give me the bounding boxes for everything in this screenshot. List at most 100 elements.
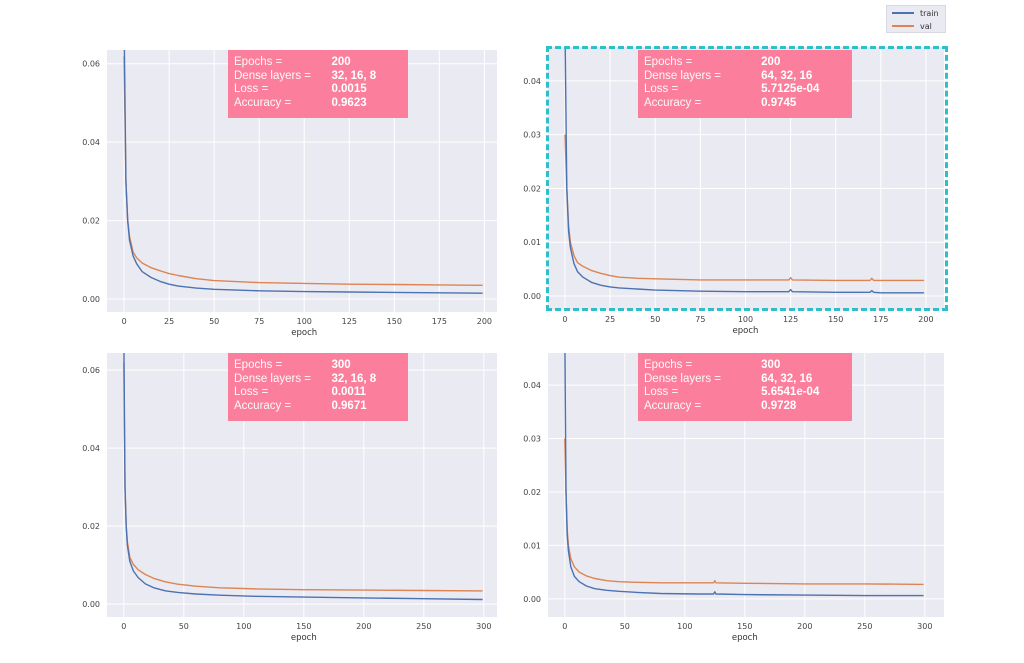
info-label: Loss =: [234, 83, 269, 95]
y-tick-label: 0.02: [523, 488, 541, 497]
info-box: Epochs = 200 Dense layers = 32, 16, 8 Loss…: [228, 50, 408, 118]
x-tick-label: 300: [917, 622, 932, 631]
info-loss: 5.7125e-04: [761, 83, 820, 95]
y-tick-label: 0.00: [82, 295, 100, 304]
y-tick-label: 0.03: [523, 131, 541, 140]
y-tick-label: 0.04: [523, 77, 541, 86]
info-layers: 64, 32, 16: [761, 69, 813, 82]
x-tick-label: 100: [738, 315, 753, 324]
x-tick-label: 75: [695, 315, 705, 324]
info-box: Epochs = 300 Dense layers = 32, 16, 8 Loss…: [228, 353, 408, 421]
x-tick-label: 25: [605, 315, 615, 324]
info-label: Accuracy =: [234, 399, 292, 412]
y-tick-label: 0.02: [82, 522, 100, 531]
legend-swatch-val: [892, 25, 914, 27]
info-box: Epochs = 200 Dense layers = 64, 32, 16 Los…: [638, 50, 852, 118]
info-label: Dense layers =: [644, 69, 722, 82]
x-tick-label: 50: [179, 622, 189, 631]
y-tick-label: 0.02: [523, 184, 541, 193]
info-layers: 32, 16, 8: [331, 372, 377, 385]
x-tick-label: 50: [620, 622, 630, 631]
x-tick-label: 200: [477, 317, 492, 326]
info-label: Accuracy =: [234, 96, 292, 109]
y-tick-label: 0.04: [82, 138, 100, 147]
series-line-train: [123, 50, 483, 294]
x-tick-label: 200: [797, 622, 812, 631]
series-line-val: [564, 134, 925, 282]
y-tick-label: 0.00: [82, 600, 100, 609]
info-epochs: 300: [331, 359, 351, 371]
x-tick-label: 100: [677, 622, 692, 631]
info-label: Dense layers =: [234, 372, 312, 385]
y-tick-label: 0.06: [82, 366, 100, 375]
legend-swatch-train: [892, 12, 914, 14]
info-label: Loss =: [234, 386, 269, 398]
info-epochs: 300: [761, 359, 781, 371]
x-tick-label: 175: [432, 317, 447, 326]
info-loss: 5.6541e-04: [761, 386, 820, 398]
x-tick-label: 125: [783, 315, 798, 324]
x-tick-label: 0: [121, 622, 126, 631]
series-line-train: [564, 353, 924, 597]
info-label: Accuracy =: [644, 96, 702, 109]
series-line-train: [123, 353, 483, 601]
info-label: Loss =: [644, 83, 679, 95]
x-tick-label: 250: [416, 622, 431, 631]
x-tick-label: 0: [562, 315, 567, 324]
info-label: Loss =: [644, 386, 679, 398]
y-tick-label: 0.03: [523, 435, 541, 444]
x-tick-label: 200: [356, 622, 371, 631]
series-line-train: [564, 47, 925, 294]
x-axis-label: epoch: [732, 633, 758, 643]
y-tick-label: 0.00: [523, 595, 541, 604]
info-accuracy: 0.9728: [761, 399, 797, 412]
info-layers: 32, 16, 8: [331, 69, 377, 82]
x-axis-label: epoch: [291, 633, 317, 643]
x-tick-label: 0: [122, 317, 127, 326]
y-tick-label: 0.02: [82, 217, 100, 226]
y-tick-label: 0.06: [82, 60, 100, 69]
x-tick-label: 100: [297, 317, 312, 326]
info-label: Accuracy =: [644, 399, 702, 412]
x-tick-label: 50: [650, 315, 660, 324]
x-tick-label: 100: [236, 622, 251, 631]
x-tick-label: 150: [828, 315, 843, 324]
legend-label-train: train: [920, 8, 939, 18]
x-tick-label: 300: [476, 622, 491, 631]
y-tick-label: 0.04: [523, 381, 541, 390]
chart-bottom-right: 0 50 100 150 200 250 300 0.00 0.01 0.02 0.03 0.04 ep…: [523, 353, 944, 643]
info-label: Epochs =: [234, 359, 283, 371]
info-epochs: 200: [761, 56, 781, 68]
y-tick-label: 0.01: [523, 238, 541, 247]
x-tick-label: 175: [873, 315, 888, 324]
y-tick-label: 0.00: [523, 292, 541, 301]
legend-label-val: val: [920, 21, 932, 31]
legend-item-train: train: [887, 7, 945, 19]
x-tick-label: 125: [342, 317, 357, 326]
x-tick-label: 150: [296, 622, 311, 631]
info-accuracy: 0.9671: [331, 399, 367, 412]
x-tick-label: 0: [562, 622, 567, 631]
info-label: Dense layers =: [644, 372, 722, 385]
legend: train val: [886, 5, 946, 33]
info-accuracy: 0.9745: [761, 96, 797, 109]
x-tick-label: 150: [387, 317, 402, 326]
info-label: Epochs =: [644, 56, 693, 68]
info-layers: 64, 32, 16: [761, 372, 813, 385]
info-label: Dense layers =: [234, 69, 312, 82]
info-epochs: 200: [331, 56, 351, 68]
info-loss: 0.0011: [331, 386, 366, 398]
x-tick-label: 50: [209, 317, 219, 326]
info-label: Epochs =: [234, 56, 283, 68]
info-loss: 0.0015: [331, 83, 367, 95]
series-line-val: [564, 438, 924, 586]
info-label: Epochs =: [644, 359, 693, 371]
info-accuracy: 0.9623: [331, 96, 367, 109]
x-tick-label: 250: [857, 622, 872, 631]
legend-item-val: val: [887, 20, 945, 32]
x-axis-label: epoch: [291, 328, 317, 338]
y-tick-label: 0.04: [82, 444, 100, 453]
x-tick-label: 150: [737, 622, 752, 631]
y-tick-label: 0.01: [523, 541, 541, 550]
info-box: Epochs = 300 Dense layers = 64, 32, 16 Los…: [638, 353, 852, 421]
